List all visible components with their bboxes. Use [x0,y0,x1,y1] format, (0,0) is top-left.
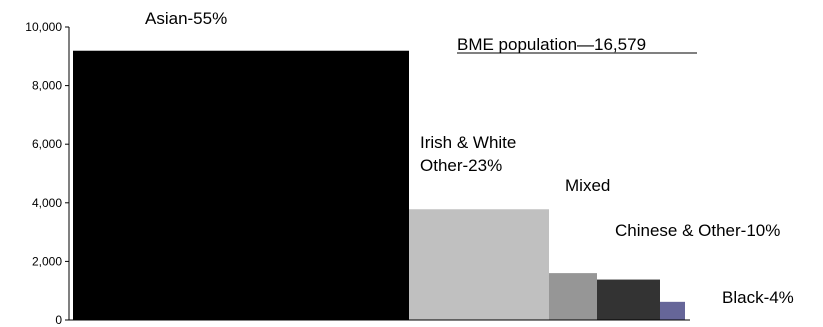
bar-asian [73,50,409,320]
bars [73,50,685,320]
chart-title: BME population—16,579 [457,35,646,54]
bar-label: Irish & White [420,133,516,152]
bar-label: Asian-55% [145,9,227,28]
y-tick-label: 10,000 [25,20,62,34]
y-axis: 0 2,000 4,000 6,000 8,000 10,000 [25,20,690,327]
bar-black [660,301,685,320]
y-tick-label: 2,000 [32,254,62,268]
bar-labels: Asian-55% Irish & White Other-23% Mixed Chin… [145,9,794,307]
bar-label: Black-4% [722,288,794,307]
bar-label: Mixed [565,176,610,195]
bar-irish-white-other [409,209,549,320]
chart-title-group: BME population—16,579 [457,35,697,54]
y-tick-label: 0 [55,313,62,327]
y-tick-label: 8,000 [32,79,62,93]
y-tick-label: 4,000 [32,196,62,210]
y-tick-label: 6,000 [32,137,62,151]
bar-label: Chinese & Other-10% [615,221,780,240]
bar-label: Other-23% [420,156,502,175]
bar-mixed [549,273,597,320]
bar-chinese-other [597,279,660,320]
